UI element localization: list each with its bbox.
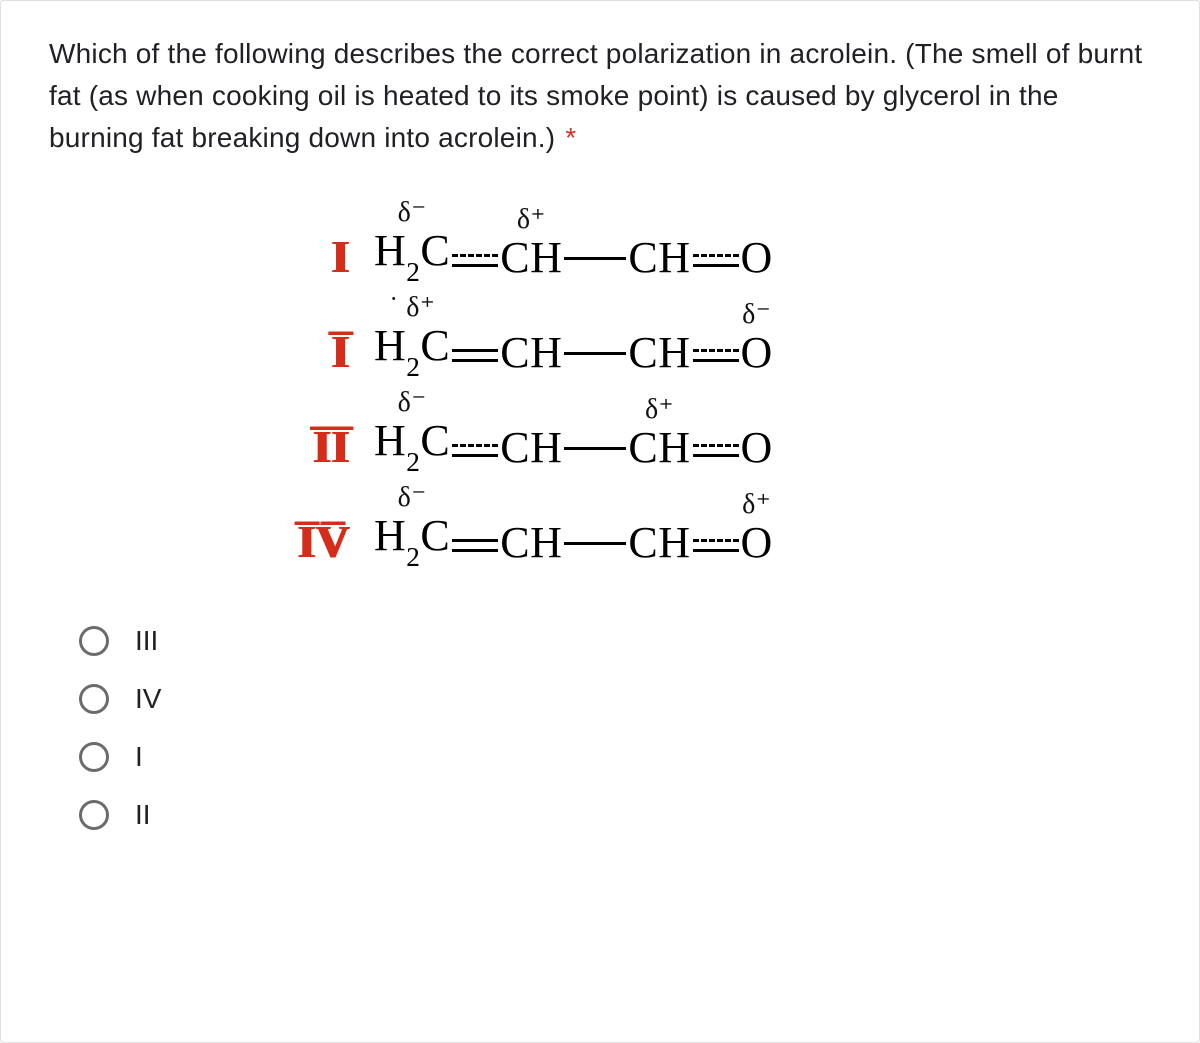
roman-numeral-1: I bbox=[270, 234, 350, 280]
atom-ch: CH bbox=[500, 236, 562, 280]
atom-ch: CH bbox=[500, 331, 562, 375]
radio-icon[interactable] bbox=[79, 684, 109, 714]
double-bond-icon bbox=[693, 254, 739, 266]
single-bond-icon bbox=[564, 447, 626, 450]
single-bond-icon bbox=[564, 542, 626, 545]
roman-numeral-2: I̅ bbox=[270, 329, 350, 375]
atom-h2c: H2C bbox=[374, 514, 450, 565]
structure-3-formula: δ⁻ H2C x CH δ⁺ CH x O bbox=[374, 389, 773, 470]
structure-row-1: I δ⁻ H2C δ⁺ CH x CH x O bbox=[270, 199, 930, 280]
double-bond-icon bbox=[452, 539, 498, 551]
roman-numeral-4: I̅V̅ bbox=[270, 519, 350, 565]
charge-1-c1: δ⁻ bbox=[398, 199, 427, 229]
atom-o: O bbox=[741, 521, 773, 565]
atom-ch: CH bbox=[628, 331, 690, 375]
structure-4-formula: δ⁻ H2C x CH x CH δ⁺ O bbox=[374, 484, 773, 565]
option-iii[interactable]: III bbox=[79, 625, 1151, 657]
required-marker: * bbox=[565, 122, 576, 153]
double-bond-icon bbox=[693, 349, 739, 361]
double-bond-icon bbox=[452, 254, 498, 266]
charge-4-o: δ⁺ bbox=[742, 491, 771, 521]
option-label: IV bbox=[135, 683, 161, 715]
atom-ch: CH bbox=[628, 236, 690, 280]
atom-o: O bbox=[741, 236, 773, 280]
structure-row-3: I̅I̅ δ⁻ H2C x CH δ⁺ CH x bbox=[270, 389, 930, 470]
double-bond-icon bbox=[693, 539, 739, 551]
option-label: I bbox=[135, 741, 143, 773]
charge-3-c1: δ⁻ bbox=[398, 389, 427, 419]
charge-1-mid: δ⁺ bbox=[517, 206, 546, 236]
question-text-block: Which of the following describes the cor… bbox=[49, 33, 1151, 159]
option-i[interactable]: I bbox=[79, 741, 1151, 773]
charge-2-o: δ⁻ bbox=[742, 301, 771, 331]
answer-options: III IV I II bbox=[49, 625, 1151, 831]
radio-icon[interactable] bbox=[79, 626, 109, 656]
single-bond-icon bbox=[564, 257, 626, 260]
atom-ch: CH bbox=[500, 521, 562, 565]
charge-4-c1: δ⁻ bbox=[398, 484, 427, 514]
double-bond-icon bbox=[452, 349, 498, 361]
charge-2-c1: ˙ δ⁺ bbox=[389, 294, 435, 324]
option-label: II bbox=[135, 799, 151, 831]
option-iv[interactable]: IV bbox=[79, 683, 1151, 715]
option-ii[interactable]: II bbox=[79, 799, 1151, 831]
atom-h2c: H2C bbox=[374, 324, 450, 375]
question-text: Which of the following describes the cor… bbox=[49, 38, 1142, 153]
charge-3-end: δ⁺ bbox=[645, 396, 674, 426]
structure-row-4: I̅V̅ δ⁻ H2C x CH x CH δ⁺ bbox=[270, 484, 930, 565]
atom-h2c: H2C bbox=[374, 419, 450, 470]
atom-o: O bbox=[741, 426, 773, 470]
structure-row-2: I̅ ˙ δ⁺ H2C x CH x CH δ⁻ bbox=[270, 294, 930, 375]
single-bond-icon bbox=[564, 352, 626, 355]
double-bond-icon bbox=[693, 444, 739, 456]
roman-numeral-3: I̅I̅ bbox=[270, 424, 350, 470]
structure-image-region: I δ⁻ H2C δ⁺ CH x CH x O bbox=[270, 199, 930, 565]
structure-2-formula: ˙ δ⁺ H2C x CH x CH δ⁻ O bbox=[374, 294, 773, 375]
structure-1-formula: δ⁻ H2C δ⁺ CH x CH x O bbox=[374, 199, 773, 280]
atom-ch: CH bbox=[628, 521, 690, 565]
double-bond-icon bbox=[452, 444, 498, 456]
option-label: III bbox=[135, 625, 158, 657]
atom-ch: CH bbox=[628, 426, 690, 470]
radio-icon[interactable] bbox=[79, 742, 109, 772]
atom-o: O bbox=[741, 331, 773, 375]
atom-ch: CH bbox=[500, 426, 562, 470]
atom-h2c: H2C bbox=[374, 229, 450, 280]
question-card: Which of the following describes the cor… bbox=[0, 0, 1200, 1043]
radio-icon[interactable] bbox=[79, 800, 109, 830]
